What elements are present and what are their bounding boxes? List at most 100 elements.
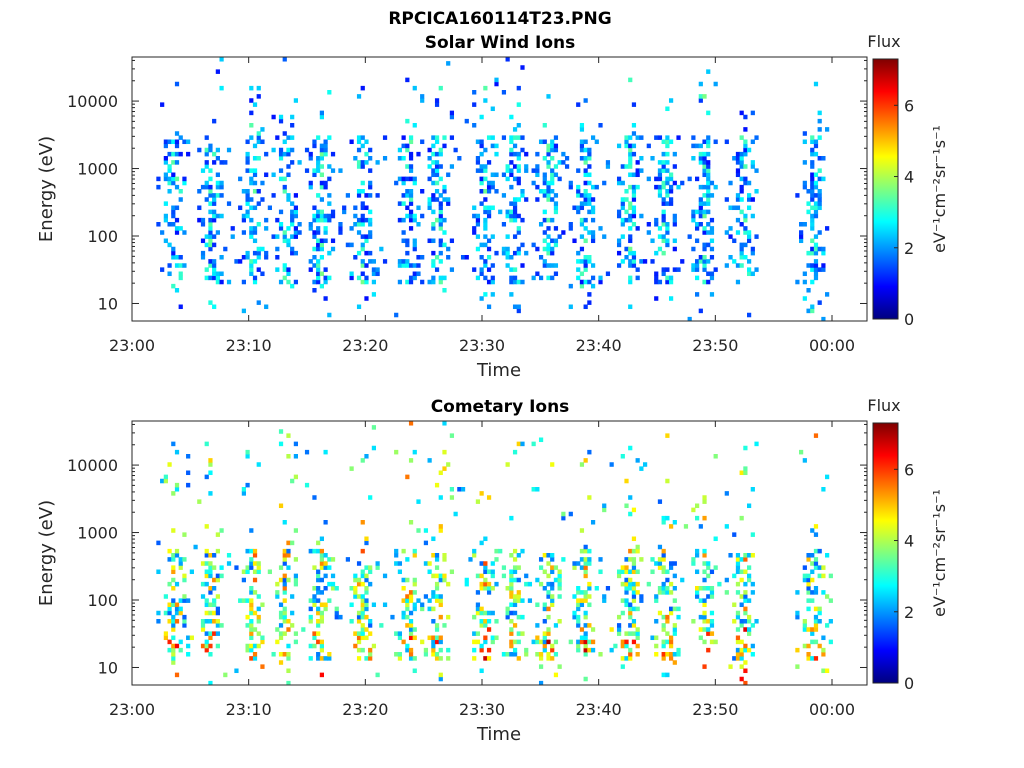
heatmap-cell <box>505 610 510 616</box>
heatmap-cell <box>538 581 544 587</box>
heatmap-cell <box>327 598 332 603</box>
heatmap-cell <box>553 271 559 277</box>
heatmap-cell <box>215 172 220 178</box>
heatmap-cell <box>635 652 640 657</box>
heatmap-cell <box>813 557 819 562</box>
heatmap-cell <box>212 304 217 310</box>
heatmap-cell <box>735 652 741 657</box>
heatmap-cell <box>238 176 243 182</box>
heatmap-cell <box>286 627 291 632</box>
heatmap-cell <box>427 458 432 463</box>
heatmap-cell <box>605 586 611 591</box>
heatmap-cell <box>434 267 440 272</box>
x-tick-label: 00:00 <box>809 336 855 355</box>
heatmap-cell <box>356 639 362 645</box>
heatmap-cell <box>249 234 254 239</box>
heatmap-cell <box>475 590 481 595</box>
heatmap-cell <box>817 246 822 252</box>
heatmap-cell <box>743 217 748 223</box>
heatmap-cell <box>282 553 287 558</box>
heatmap-cell <box>282 610 287 616</box>
heatmap-cell <box>695 263 700 268</box>
heatmap-cell <box>631 598 637 603</box>
heatmap-cell <box>241 598 246 603</box>
heatmap-cell <box>278 610 284 616</box>
heatmap-cell <box>423 561 429 566</box>
x-tick-label: 23:50 <box>692 700 738 719</box>
heatmap-cell <box>810 627 815 632</box>
heatmap-cell <box>813 590 819 595</box>
heatmap-cell <box>668 581 674 587</box>
heatmap-cell <box>743 255 748 260</box>
heatmap-cell <box>256 255 261 260</box>
heatmap-cell <box>327 656 332 661</box>
heatmap-cell <box>665 631 670 636</box>
heatmap-cell <box>163 213 168 219</box>
heatmap-cell <box>698 213 703 219</box>
heatmap-cell <box>290 283 295 289</box>
heatmap-cell <box>163 631 168 636</box>
heatmap-cell <box>483 561 488 566</box>
heatmap-cell <box>449 238 455 244</box>
heatmap-cell <box>241 217 246 223</box>
heatmap-cell <box>505 57 510 62</box>
heatmap-cell <box>427 156 432 161</box>
heatmap-cell <box>702 230 707 235</box>
heatmap-cell <box>483 619 488 624</box>
heatmap-cell <box>472 553 477 558</box>
heatmap-cell <box>438 524 443 529</box>
heatmap-cell <box>171 172 176 178</box>
heatmap-cell <box>174 255 180 260</box>
heatmap-cell <box>620 656 625 661</box>
heatmap-cell <box>542 156 547 161</box>
heatmap-cell <box>353 631 358 636</box>
heatmap-cell <box>512 176 518 182</box>
heatmap-cell <box>702 586 707 591</box>
heatmap-cell <box>249 606 254 612</box>
heatmap-cell <box>486 205 492 211</box>
heatmap-cell <box>182 619 187 624</box>
heatmap-cell <box>672 213 677 219</box>
heatmap-cell <box>490 234 495 239</box>
heatmap-cell <box>241 189 246 194</box>
heatmap-cell <box>635 548 640 554</box>
heatmap-cell <box>475 139 481 145</box>
heatmap-cell <box>330 573 336 579</box>
heatmap-cell <box>356 635 362 641</box>
heatmap-cell <box>163 156 168 161</box>
heatmap-cell <box>817 118 822 124</box>
heatmap-cell <box>312 635 317 641</box>
heatmap-cell <box>316 267 321 272</box>
heatmap-cell <box>509 573 514 579</box>
heatmap-cell <box>553 193 559 198</box>
heatmap-cell <box>394 553 399 558</box>
heatmap-cell <box>238 598 243 603</box>
heatmap-cell <box>219 57 224 62</box>
heatmap-cell <box>583 614 588 620</box>
heatmap-cell <box>446 581 451 587</box>
heatmap-cell <box>290 540 295 546</box>
heatmap-cell <box>479 255 484 260</box>
heatmap-cell <box>249 110 254 116</box>
heatmap-cell <box>813 81 819 87</box>
heatmap-cell <box>509 114 514 120</box>
heatmap-cell <box>535 577 540 583</box>
heatmap-cell <box>438 147 443 153</box>
heatmap-cell <box>691 135 696 140</box>
heatmap-cell <box>293 230 298 235</box>
heatmap-cell <box>197 147 202 153</box>
heatmap-cell <box>316 160 321 165</box>
heatmap-cell <box>219 573 224 579</box>
heatmap-cell <box>319 565 324 570</box>
heatmap-cell <box>825 594 830 599</box>
heatmap-cell <box>486 586 492 591</box>
heatmap-cell <box>308 598 313 603</box>
heatmap-cell <box>449 487 455 492</box>
heatmap-cell <box>754 267 759 272</box>
heatmap-cell <box>672 586 677 591</box>
heatmap-cell <box>498 209 503 215</box>
heatmap-cell <box>241 230 246 235</box>
heatmap-cell <box>438 577 443 583</box>
heatmap-cell <box>360 263 365 268</box>
heatmap-cell <box>312 263 317 268</box>
